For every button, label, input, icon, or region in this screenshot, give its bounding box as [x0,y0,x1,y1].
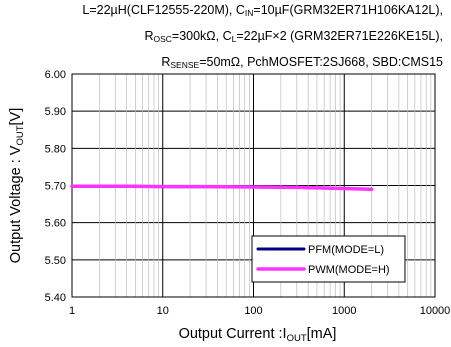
legend: PFM(MODE=L) PWM(MODE=H) [251,235,406,283]
legend-label: PFM(MODE=L) [308,244,384,256]
legend-label: PWM(MODE=H) [308,264,390,276]
x-tick-label: 100 [244,305,262,317]
y-tick-label: 5.80 [45,143,66,155]
y-axis-label: Output Voltage : VOUT[V] [8,108,26,264]
chart-title-line-1: L=22µH(CLF12555-220M), CIN=10µF(GRM32ER7… [82,3,443,18]
y-tick-label: 5.40 [45,292,66,304]
y-tick-label: 5.60 [45,218,66,230]
y-tick-label: 5.90 [45,106,66,118]
legend-box [251,235,406,283]
x-tick-label: 10 [157,305,169,317]
series-group [70,184,374,191]
y-tick-labels: 5.40 5.50 5.60 5.70 5.80 5.90 6.00 [45,69,66,304]
x-tick-labels: 1 10 100 1000 10000 [69,305,450,317]
x-axis-label: Output Current :IOUT[mA] [179,326,337,344]
x-tick-label: 1000 [332,305,356,317]
x-tick-label: 10000 [420,305,451,317]
chart-title-line-2: ROSC=300kΩ, CL=22µF×2 (GRM32ER71E226KE15… [144,29,443,44]
y-tick-label: 6.00 [45,69,66,81]
series-line-pwm [70,184,374,191]
chart-title-line-3: RSENSE=50mΩ, PchMOSFET:2SJ668, SBD:CMS15 [161,55,443,70]
y-tick-label: 5.50 [45,255,66,267]
x-tick-label: 1 [69,305,75,317]
y-tick-label: 5.70 [45,181,66,193]
